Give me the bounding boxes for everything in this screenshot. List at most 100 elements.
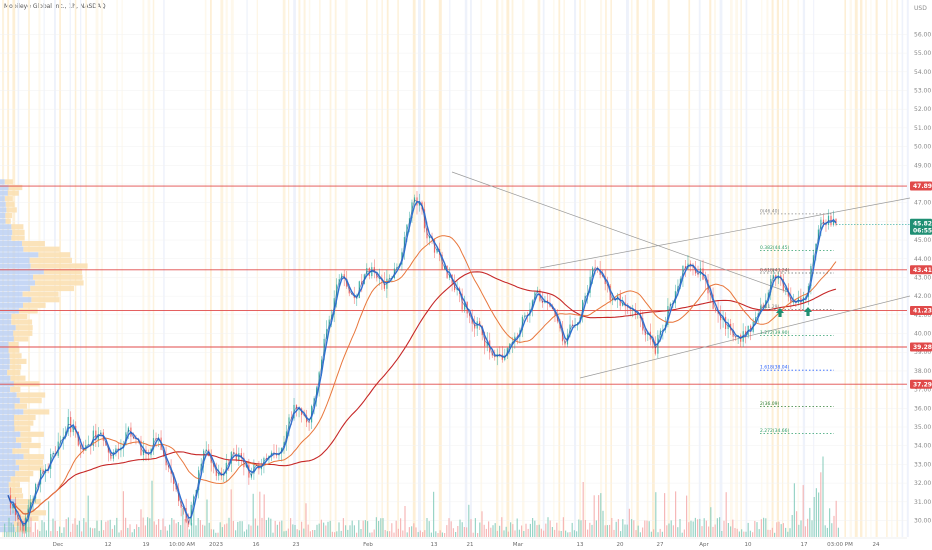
volume-bar — [296, 529, 298, 537]
volume-bar — [10, 522, 12, 537]
volume-bar — [83, 518, 85, 537]
volume-bar — [367, 521, 369, 537]
volume-bar — [589, 522, 591, 537]
volume-bar — [160, 529, 162, 537]
session-stripe — [100, 0, 103, 537]
volume-bar — [323, 522, 325, 537]
volume-bar — [6, 531, 8, 537]
profile-bar-down — [20, 431, 44, 437]
volume-bar — [270, 518, 272, 537]
volume-bar — [358, 520, 360, 537]
volume-bar — [598, 495, 600, 537]
session-stripe — [511, 0, 514, 537]
time-axis-tick: 21 — [467, 542, 474, 548]
profile-bar-down — [7, 370, 21, 376]
profile-bar-up — [0, 364, 10, 370]
session-stripe — [246, 0, 248, 537]
volume-bar — [338, 522, 340, 537]
price-axis-tick: 56.00 — [914, 31, 931, 38]
volume-bar — [824, 525, 826, 537]
profile-bar-down — [14, 414, 36, 421]
volume-bar — [237, 521, 239, 537]
volume-bar — [100, 520, 102, 537]
volume-bar — [21, 522, 23, 537]
profile-bar-up — [0, 499, 16, 505]
volume-bar — [573, 530, 575, 537]
profile-bar-down — [12, 448, 29, 454]
volume-bar — [752, 532, 754, 537]
volume-bar — [17, 522, 19, 537]
session-stripe — [745, 0, 748, 537]
profile-bar-up — [0, 263, 31, 269]
time-axis-tick: 27 — [657, 542, 664, 548]
time-axis-tick: Feb — [363, 542, 373, 548]
price-level-tag — [910, 379, 932, 389]
volume-bar — [402, 530, 404, 537]
volume-bar — [604, 525, 606, 537]
profile-bar-down — [8, 184, 23, 191]
volume-bar — [571, 522, 573, 537]
volume-bar — [235, 530, 237, 537]
session-stripe — [667, 0, 670, 537]
volume-bar — [813, 497, 815, 537]
price-level-tag — [910, 306, 932, 316]
volume-bar — [312, 530, 314, 537]
volume-bar — [314, 530, 316, 537]
price-level-tag-text: 37.29 — [913, 381, 932, 388]
volume-bar — [177, 522, 179, 537]
volume-bar — [215, 532, 217, 537]
volume-bar — [356, 532, 358, 537]
volume-bar — [206, 499, 208, 537]
volume-bar — [158, 519, 160, 537]
volume-bar — [800, 520, 802, 537]
profile-bar-down — [12, 229, 25, 235]
volume-bar — [276, 524, 278, 537]
volume-bar — [664, 493, 666, 537]
volume-bar — [705, 520, 707, 537]
volume-bar — [820, 472, 822, 537]
volume-bar — [50, 531, 52, 537]
profile-bar-down — [10, 386, 21, 392]
profile-bar-down — [14, 420, 34, 426]
volume-bar — [659, 528, 661, 537]
price-axis-tick: 52.00 — [914, 106, 931, 113]
profile-bar-down — [4, 196, 13, 202]
price-axis-tick: 36.00 — [914, 405, 931, 412]
volume-bar — [624, 524, 626, 537]
profile-bar-up — [0, 403, 15, 409]
volume-bar — [679, 519, 681, 537]
price-level-tag — [910, 265, 932, 275]
session-stripe — [901, 0, 904, 537]
volume-bar — [426, 518, 428, 537]
volume-bar — [743, 531, 745, 537]
time-axis-tick: 10:00 AM — [169, 542, 195, 548]
volume-bar — [94, 528, 96, 537]
profile-bar-up — [0, 448, 13, 454]
price-level-tag-text: 47.89 — [913, 183, 932, 190]
volume-bar — [98, 530, 100, 537]
volume-bar — [195, 525, 197, 537]
volume-bar — [461, 522, 463, 537]
profile-bar-up — [0, 347, 9, 353]
session-stripe — [121, 0, 123, 537]
volume-bar — [688, 522, 690, 537]
volume-bar — [107, 520, 109, 537]
profile-bar-up — [0, 319, 12, 325]
profile-bar-up — [0, 437, 16, 443]
volume-bar — [292, 524, 294, 537]
volume-bar — [558, 530, 560, 537]
profile-bar-up — [0, 471, 16, 477]
profile-bar-down — [35, 280, 84, 286]
fib-label: 1.272(39.90) — [760, 330, 790, 336]
profile-bar-up — [0, 409, 24, 415]
volume-bar — [615, 521, 617, 537]
price-axis-tick: 53.00 — [914, 87, 931, 94]
volume-bar — [298, 530, 300, 537]
volume-bar — [327, 521, 329, 537]
time-axis-tick: 24 — [873, 542, 880, 548]
volume-bar — [670, 520, 672, 537]
profile-bar-up — [0, 431, 21, 437]
profile-bar-up — [0, 207, 7, 213]
volume-bar — [507, 531, 509, 537]
